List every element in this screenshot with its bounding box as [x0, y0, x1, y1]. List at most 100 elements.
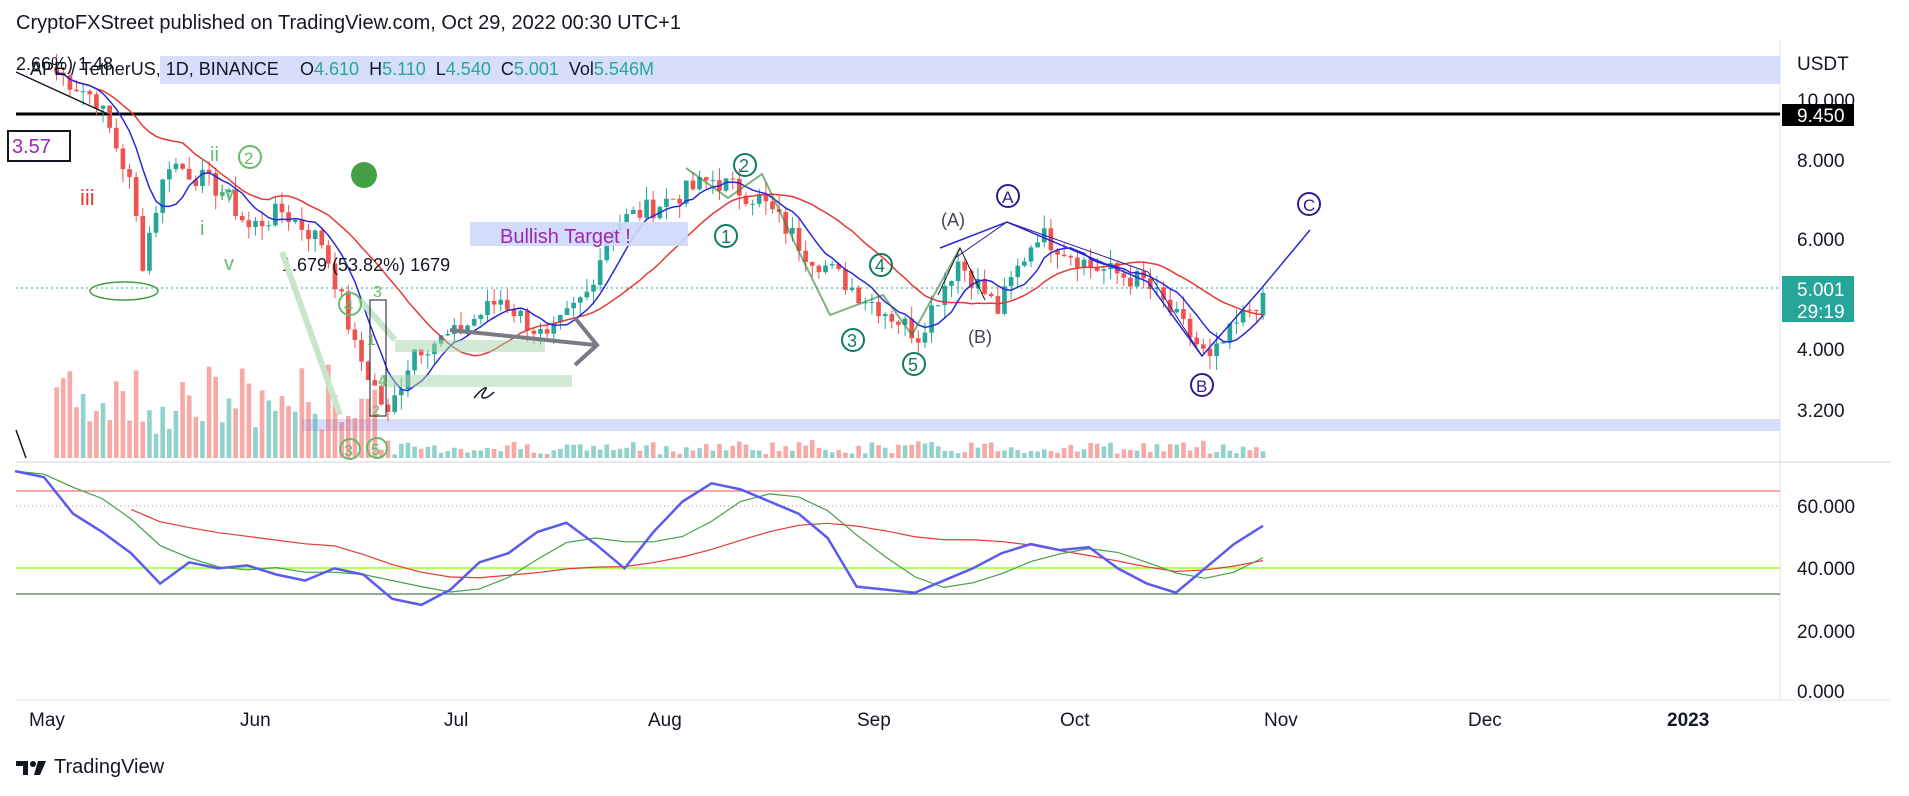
symbol-bar[interactable]: 2.66%) 1.48 APE / TetherUS, 1D, BINANCE … — [16, 54, 654, 79]
volume-bar — [518, 449, 523, 458]
candle-body — [584, 291, 590, 298]
candle-body — [279, 203, 285, 213]
candle-body — [1008, 277, 1014, 287]
candle-body — [180, 163, 185, 169]
candle-body — [664, 198, 669, 207]
volume-bar — [1181, 442, 1186, 458]
volume-bar — [684, 447, 689, 458]
arrow-drawing[interactable] — [449, 316, 600, 367]
candle-body — [796, 228, 802, 251]
candle-body — [372, 380, 378, 386]
volume-bar — [876, 445, 881, 458]
volume-bar — [133, 370, 139, 458]
left-price-box — [7, 130, 71, 162]
time-axis[interactable]: May Jun Jul Aug Sep Oct Nov Dec 2023 — [29, 710, 1709, 731]
candle-body — [1174, 308, 1180, 313]
volume-bar — [756, 450, 762, 458]
publisher-header: CryptoFXStreet published on TradingView.… — [16, 12, 681, 34]
volume-bar — [710, 450, 716, 458]
footer-brand[interactable]: TradingView — [16, 756, 164, 779]
volume-bar — [538, 453, 543, 458]
volume-bar — [597, 449, 603, 458]
candle-body — [1201, 344, 1206, 349]
bullish-target-label: Bullish Target ! — [500, 226, 631, 248]
candle-body — [1187, 318, 1193, 338]
level-price-marker — [1782, 104, 1854, 126]
volume-bar — [365, 398, 371, 458]
candle-body — [650, 199, 656, 219]
close-value: 5.001 — [514, 59, 559, 79]
candle-body — [551, 322, 557, 334]
candle-body — [113, 127, 119, 149]
volume-bar — [312, 413, 318, 458]
candle-body — [809, 261, 815, 266]
candle-body — [1061, 254, 1067, 257]
bullish-target-box[interactable] — [470, 222, 688, 246]
candle-body — [385, 404, 391, 412]
rsi-pane[interactable] — [14, 469, 1780, 607]
volume-bar — [326, 364, 331, 458]
candle-body — [750, 203, 755, 205]
main-pane[interactable] — [16, 50, 1780, 460]
volume-bar — [511, 441, 517, 458]
volume-bar — [478, 450, 484, 458]
volume-bar — [969, 442, 974, 458]
volume-bar — [816, 447, 822, 458]
candles — [54, 53, 1266, 422]
volume-bar — [657, 454, 663, 458]
candle-body — [756, 194, 762, 204]
candle-body — [100, 105, 106, 109]
volume-bar — [988, 442, 994, 458]
rsi-axis[interactable]: 60.000 40.000 20.000 0.000 — [1797, 497, 1855, 703]
volume-bar — [776, 451, 782, 458]
volume-bar — [67, 371, 73, 458]
volume-bar — [54, 387, 59, 458]
wave-circle-B: B — [1190, 373, 1214, 397]
volume-bar — [591, 445, 596, 458]
svg-text:5: 5 — [371, 442, 380, 459]
volume-bar — [1022, 452, 1027, 458]
volume-bar — [790, 450, 795, 458]
wave-circle-5: 5 — [902, 352, 926, 376]
roman-ii: ii — [210, 144, 219, 166]
volume-bar — [571, 444, 576, 458]
candle-body — [319, 230, 325, 246]
candle-body — [703, 177, 709, 181]
volume-bar — [1147, 452, 1153, 458]
candle-body — [571, 302, 576, 309]
volume-bar — [949, 450, 954, 458]
candle-body — [418, 349, 424, 356]
volume-bar — [405, 442, 411, 458]
volume-bar — [843, 452, 848, 458]
volume-bar — [1061, 448, 1067, 458]
candle-body — [1028, 247, 1034, 262]
volume-bar — [531, 452, 537, 458]
volume-bar — [1041, 449, 1047, 458]
volume-bar — [286, 406, 291, 458]
candle-body — [670, 198, 676, 200]
volume-bar — [935, 446, 941, 458]
volume-bar — [677, 453, 683, 458]
candle-body — [173, 163, 179, 170]
volume-bar — [922, 443, 928, 458]
volume-bar — [995, 451, 1001, 458]
roman-i: i — [200, 218, 204, 240]
candle-body — [140, 216, 146, 271]
sma-fast-line — [56, 71, 1264, 392]
high-label: H — [369, 59, 382, 79]
candle-body — [929, 305, 934, 333]
candle-body — [770, 201, 775, 210]
candle-body — [697, 177, 702, 190]
volume-bar — [1015, 449, 1021, 458]
small-label-1: 1 — [367, 332, 376, 349]
volume-bar — [345, 416, 351, 458]
volume-bar — [259, 390, 265, 458]
wave-circle-4: 4 — [869, 253, 893, 277]
highlight-zone-top — [160, 56, 1780, 84]
volume-bar — [153, 433, 159, 458]
volume-bar — [611, 450, 616, 458]
candle-body — [644, 199, 649, 218]
volume-bar — [942, 451, 948, 458]
price-chart[interactable]: Bullish Target ! 1.679 (53.82%) 1679 2 1… — [0, 0, 1909, 760]
volume-bar — [186, 395, 192, 458]
